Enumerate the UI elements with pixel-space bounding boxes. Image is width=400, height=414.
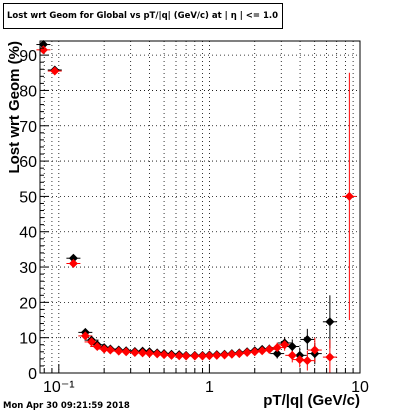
data-point xyxy=(204,351,214,361)
y-tick-label: 40 xyxy=(19,225,37,242)
data-point xyxy=(92,342,102,352)
x-axis-title: pT/|q| (GeV/c) xyxy=(263,392,360,409)
x-tick-label: 1 xyxy=(205,379,214,396)
data-point xyxy=(302,334,312,344)
data-point xyxy=(80,331,90,341)
footer-timestamp: Mon Apr 30 09:21:59 2018 xyxy=(3,401,130,411)
data-point xyxy=(234,349,244,359)
data-point xyxy=(198,351,208,361)
y-tick-label: 70 xyxy=(19,119,37,136)
data-point xyxy=(121,347,131,357)
data-point xyxy=(144,348,154,358)
data-point xyxy=(159,350,169,360)
y-tick-label: 20 xyxy=(19,295,37,312)
y-tick-label: 10 xyxy=(19,331,37,348)
y-axis-title: Lost wrt Geom (%) xyxy=(6,41,23,174)
data-point xyxy=(174,351,184,361)
y-tick-label: 90 xyxy=(19,48,37,65)
data-point xyxy=(264,344,274,354)
data-point xyxy=(310,345,320,355)
data-point xyxy=(152,349,162,359)
grid-lines xyxy=(40,41,361,373)
data-point xyxy=(257,346,267,356)
data-point xyxy=(138,348,148,358)
data-point xyxy=(87,337,97,347)
data-point xyxy=(287,350,297,360)
chart-title: Lost wrt Geom for Global vs pT/|q| (GeV/… xyxy=(3,3,283,29)
y-tick-label: 0 xyxy=(28,366,37,383)
data-point xyxy=(272,343,282,353)
data-point xyxy=(227,349,237,359)
data-point xyxy=(68,253,78,263)
data-point xyxy=(280,340,290,350)
y-tick-label: 80 xyxy=(19,83,37,100)
data-point xyxy=(114,346,124,356)
data-point xyxy=(287,342,297,352)
data-point xyxy=(344,191,354,201)
data-point xyxy=(50,66,60,76)
data-point xyxy=(130,348,140,358)
data-point xyxy=(212,350,222,360)
x-tick-label: 10⁻¹ xyxy=(43,379,75,396)
data-point xyxy=(242,348,252,358)
data-point xyxy=(325,317,335,327)
y-tick-label: 50 xyxy=(19,189,37,206)
data-markers xyxy=(38,40,354,366)
data-point xyxy=(302,356,312,366)
data-point xyxy=(190,351,200,361)
y-tick-label: 60 xyxy=(19,154,37,171)
x-tick-label: 10 xyxy=(351,379,369,396)
y-tick-label: 30 xyxy=(19,260,37,277)
data-point xyxy=(166,350,176,360)
data-point xyxy=(99,344,109,354)
data-point xyxy=(220,350,230,360)
error-bars xyxy=(36,41,357,373)
data-point xyxy=(105,345,115,355)
plot-frame xyxy=(39,40,361,374)
data-point xyxy=(250,347,260,357)
data-point xyxy=(272,349,282,359)
data-point xyxy=(38,40,48,50)
data-point xyxy=(325,352,335,362)
data-point xyxy=(68,259,78,269)
data-point xyxy=(295,355,305,365)
data-point xyxy=(181,351,191,361)
